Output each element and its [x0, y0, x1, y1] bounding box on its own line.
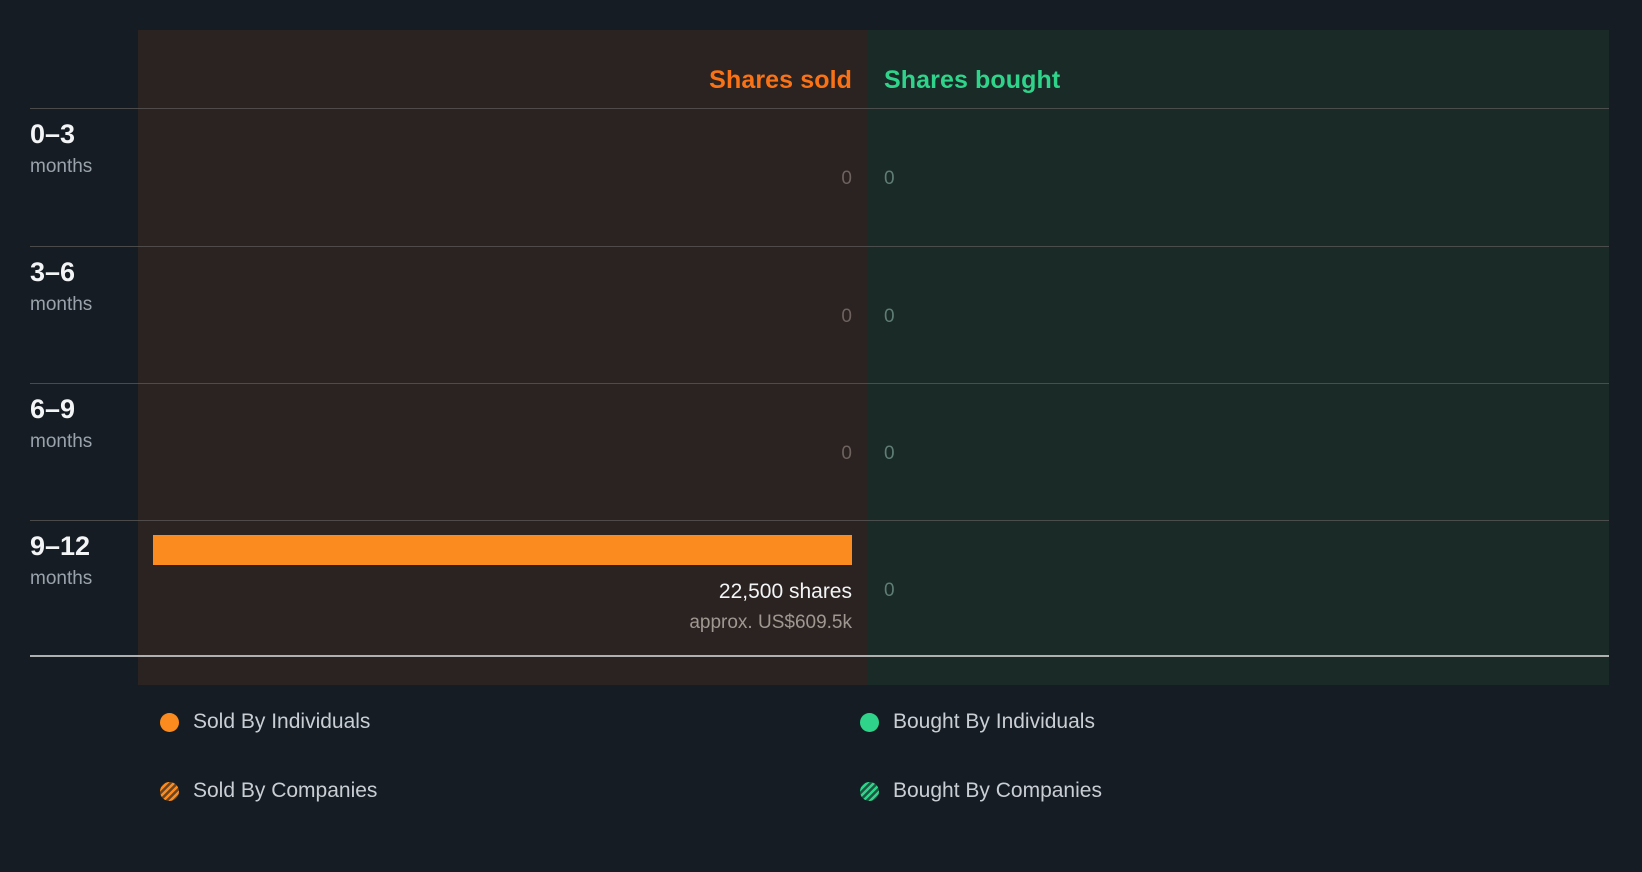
- legend-item-bought-by-individuals[interactable]: Bought By Individuals: [860, 710, 1095, 734]
- table-row: 9–12 months 22,500 shares approx. US$609…: [0, 520, 1642, 657]
- legend-label: Sold By Individuals: [193, 710, 371, 733]
- table-row: 3–6 months 0 0: [0, 246, 1642, 383]
- shares-sold-value: 0: [841, 168, 852, 189]
- row-divider: [30, 520, 1609, 521]
- shares-bought-value: 0: [884, 168, 895, 189]
- legend-label: Bought By Individuals: [893, 710, 1095, 733]
- chart-legend: Sold By Individuals Bought By Individual…: [0, 690, 1642, 872]
- table-row: 6–9 months 0 0: [0, 383, 1642, 520]
- row-period-label: 3–6 months: [30, 258, 130, 318]
- row-divider: [30, 383, 1609, 384]
- shares-sold-approx-value: approx. US$609.5k: [689, 612, 852, 633]
- legend-item-sold-by-individuals[interactable]: Sold By Individuals: [160, 710, 370, 734]
- row-period-label: 0–3 months: [30, 120, 130, 180]
- solid-circle-icon: [160, 712, 179, 732]
- legend-item-sold-by-companies[interactable]: Sold By Companies: [160, 779, 377, 803]
- row-period-label: 9–12 months: [30, 532, 130, 592]
- legend-label: Sold By Companies: [193, 779, 378, 802]
- legend-label: Bought By Companies: [893, 779, 1102, 802]
- row-divider: [30, 108, 1609, 109]
- solid-circle-icon: [860, 712, 879, 732]
- shares-sold-bar[interactable]: [153, 535, 852, 565]
- shares-bought-value: 0: [884, 443, 895, 464]
- hatched-circle-icon: [160, 781, 179, 801]
- shares-sold-value: 0: [841, 306, 852, 327]
- legend-item-bought-by-companies[interactable]: Bought By Companies: [860, 779, 1102, 803]
- shares-sold-header: Shares sold: [709, 66, 852, 94]
- row-period-sub: months: [30, 568, 93, 590]
- shares-sold-value: 0: [841, 443, 852, 464]
- row-period-main: 6–9: [30, 394, 76, 424]
- row-period-sub: months: [30, 156, 93, 178]
- shares-bought-value: 0: [884, 580, 895, 601]
- table-row: 0–3 months 0 0: [0, 108, 1642, 246]
- row-period-sub: months: [30, 294, 93, 316]
- row-period-label: 6–9 months: [30, 395, 130, 455]
- row-period-main: 9–12: [30, 531, 91, 561]
- axis-baseline: [30, 655, 1609, 657]
- shares-sold-column-panel: [138, 30, 868, 685]
- row-period-main: 3–6: [30, 257, 76, 287]
- shares-bought-value: 0: [884, 306, 895, 327]
- shares-bought-column-panel: [868, 30, 1609, 685]
- hatched-circle-icon: [860, 781, 879, 801]
- shares-sold-value: 22,500 shares: [718, 580, 852, 603]
- chart-header: Shares sold Shares bought: [0, 30, 1642, 108]
- row-period-sub: months: [30, 431, 93, 453]
- row-divider: [30, 246, 1609, 247]
- shares-bought-header: Shares bought: [884, 66, 1061, 94]
- row-period-main: 0–3: [30, 119, 76, 149]
